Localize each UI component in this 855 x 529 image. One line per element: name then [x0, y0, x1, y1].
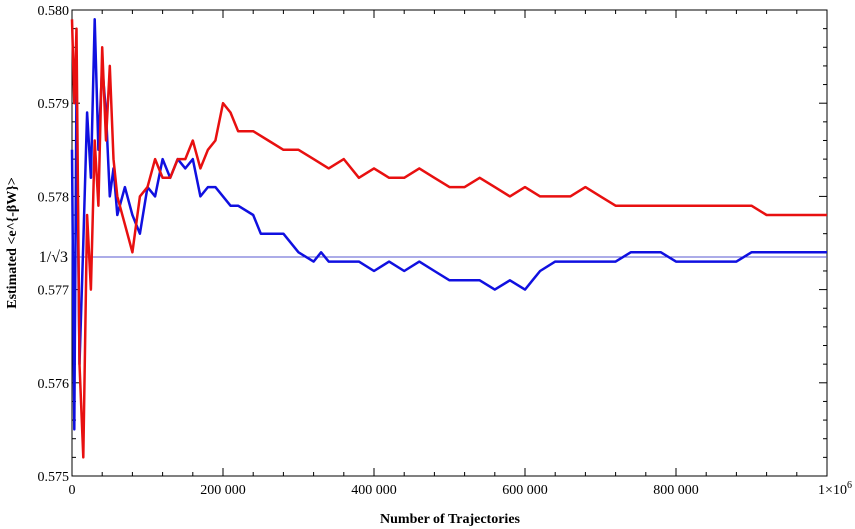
- plot-frame: [71, 9, 828, 477]
- y-tick-label: 0.576: [38, 377, 70, 392]
- axis-ticks: [71, 9, 828, 477]
- x-tick-label: 800 000: [653, 483, 699, 498]
- series-line-1: [70, 18, 827, 431]
- y-axis-title: Estimated <e^{-βW}>: [5, 177, 20, 309]
- data-series: [70, 18, 827, 459]
- y-tick-label: 0.580: [38, 4, 70, 19]
- x-tick-label: 400 000: [351, 483, 397, 498]
- x-tick-label: 1×106: [818, 480, 852, 498]
- x-tick-label: 0: [69, 483, 76, 498]
- series-line-2: [70, 19, 827, 459]
- y-tick-label: 0.575: [38, 470, 70, 485]
- y-tick-label: 0.579: [38, 97, 70, 112]
- x-axis-title: Number of Trajectories: [380, 512, 521, 527]
- x-tick-label: 600 000: [502, 483, 548, 498]
- x-tick-exponent: 6: [847, 480, 852, 491]
- y-tick-label: 0.577: [38, 284, 70, 299]
- x-tick-label: 200 000: [200, 483, 246, 498]
- reference-line-label: 1/√3: [39, 249, 68, 266]
- y-tick-label: 0.578: [38, 190, 70, 205]
- tick-labels: 0 200 000 400 000 600 000 800 000 1×106 0.575 0…: [38, 4, 852, 498]
